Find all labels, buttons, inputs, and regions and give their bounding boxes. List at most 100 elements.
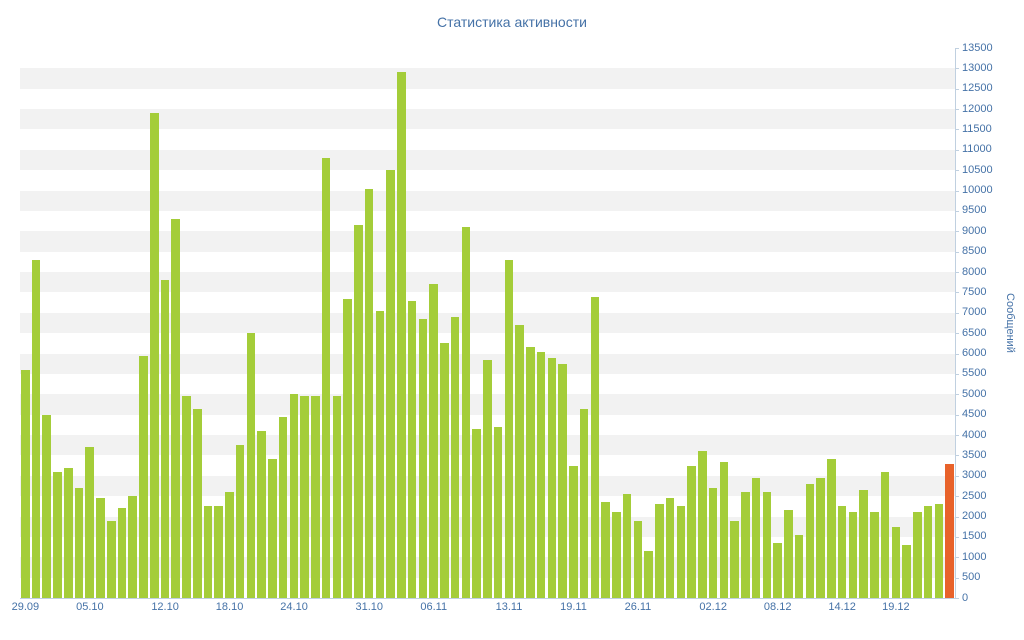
y-tick-label: 10500 bbox=[962, 163, 993, 176]
bar[interactable] bbox=[117, 508, 127, 598]
bar[interactable] bbox=[149, 113, 159, 598]
bar[interactable] bbox=[203, 506, 213, 598]
bar[interactable] bbox=[515, 325, 524, 598]
bar[interactable] bbox=[21, 369, 30, 598]
bar[interactable] bbox=[375, 310, 385, 598]
bar[interactable] bbox=[547, 357, 557, 598]
bar[interactable] bbox=[612, 512, 621, 598]
bar[interactable] bbox=[708, 488, 718, 598]
bar[interactable] bbox=[741, 492, 750, 598]
bar[interactable] bbox=[429, 284, 438, 598]
bar[interactable] bbox=[773, 543, 782, 598]
bar[interactable] bbox=[386, 170, 395, 598]
bar[interactable] bbox=[730, 520, 739, 598]
plot-band bbox=[20, 129, 955, 149]
bar[interactable] bbox=[139, 355, 148, 598]
y-tick-label: 8500 bbox=[962, 245, 987, 258]
bar[interactable] bbox=[53, 471, 62, 598]
bar[interactable] bbox=[160, 280, 170, 598]
bar[interactable] bbox=[311, 396, 320, 598]
bar[interactable] bbox=[526, 347, 535, 598]
bar[interactable] bbox=[934, 504, 944, 598]
bar[interactable] bbox=[870, 512, 879, 598]
bar[interactable] bbox=[698, 451, 707, 598]
bar[interactable] bbox=[655, 504, 664, 598]
bar[interactable] bbox=[891, 526, 901, 598]
bar[interactable] bbox=[192, 408, 202, 598]
highlighted-bar[interactable] bbox=[945, 463, 954, 598]
y-tick-label: 2000 bbox=[962, 510, 987, 523]
bar[interactable] bbox=[354, 225, 363, 598]
bar[interactable] bbox=[225, 492, 234, 598]
bar[interactable] bbox=[257, 430, 266, 598]
bar[interactable] bbox=[493, 426, 503, 598]
bar[interactable] bbox=[450, 316, 460, 598]
bar[interactable] bbox=[665, 498, 675, 598]
y-tick-mark bbox=[955, 190, 959, 192]
bar[interactable] bbox=[106, 520, 116, 598]
bar[interactable] bbox=[569, 465, 578, 598]
y-tick-label: 10000 bbox=[962, 184, 993, 197]
bar[interactable] bbox=[816, 477, 825, 598]
bar[interactable] bbox=[590, 296, 600, 598]
bar[interactable] bbox=[74, 488, 84, 598]
bar[interactable] bbox=[246, 333, 256, 598]
bar[interactable] bbox=[644, 551, 653, 598]
bar[interactable] bbox=[848, 512, 858, 598]
bar[interactable] bbox=[42, 414, 52, 598]
x-tick-label: 18.10 bbox=[215, 601, 244, 613]
bar[interactable] bbox=[837, 506, 847, 598]
bar[interactable] bbox=[719, 461, 729, 598]
bar[interactable] bbox=[579, 408, 589, 598]
bar[interactable] bbox=[827, 459, 836, 598]
bar[interactable] bbox=[289, 394, 299, 598]
bar[interactable] bbox=[85, 447, 95, 598]
bar[interactable] bbox=[601, 502, 610, 598]
y-tick-label: 3000 bbox=[962, 469, 987, 482]
bar[interactable] bbox=[321, 158, 331, 598]
x-tick-label: 02.12 bbox=[699, 601, 727, 613]
bar[interactable] bbox=[504, 259, 514, 598]
bar[interactable] bbox=[687, 465, 696, 598]
bar[interactable] bbox=[128, 496, 138, 598]
bar[interactable] bbox=[676, 506, 686, 598]
bar[interactable] bbox=[784, 510, 793, 598]
bar[interactable] bbox=[63, 467, 73, 598]
plot-band bbox=[20, 190, 955, 211]
bar[interactable] bbox=[536, 351, 546, 598]
bar[interactable] bbox=[418, 318, 428, 598]
bar[interactable] bbox=[96, 498, 105, 598]
bar[interactable] bbox=[751, 477, 761, 598]
bar[interactable] bbox=[859, 490, 868, 598]
bar[interactable] bbox=[558, 363, 567, 598]
bar[interactable] bbox=[182, 396, 191, 598]
bar[interactable] bbox=[483, 359, 492, 598]
bar[interactable] bbox=[278, 416, 288, 598]
bar[interactable] bbox=[214, 506, 223, 598]
bar[interactable] bbox=[343, 298, 352, 598]
bar[interactable] bbox=[332, 396, 342, 598]
bar[interactable] bbox=[440, 343, 449, 598]
bar[interactable] bbox=[171, 219, 180, 598]
bar[interactable] bbox=[407, 300, 417, 598]
bar[interactable] bbox=[461, 227, 471, 598]
bar[interactable] bbox=[805, 483, 815, 598]
bar[interactable] bbox=[622, 494, 632, 598]
bar[interactable] bbox=[31, 259, 41, 598]
bar[interactable] bbox=[364, 188, 374, 598]
y-tick-label: 9000 bbox=[962, 224, 987, 237]
bar[interactable] bbox=[268, 459, 277, 598]
bar[interactable] bbox=[880, 471, 890, 598]
bar[interactable] bbox=[902, 545, 911, 598]
bar[interactable] bbox=[472, 428, 481, 598]
bar[interactable] bbox=[923, 506, 933, 598]
y-tick-mark bbox=[955, 353, 959, 355]
bar[interactable] bbox=[794, 534, 804, 598]
bar[interactable] bbox=[633, 520, 643, 598]
bar[interactable] bbox=[762, 492, 772, 598]
bar[interactable] bbox=[397, 72, 406, 598]
bar[interactable] bbox=[913, 512, 922, 598]
bar[interactable] bbox=[300, 396, 309, 598]
y-tick-label: 1500 bbox=[962, 530, 987, 543]
bar[interactable] bbox=[235, 445, 245, 598]
